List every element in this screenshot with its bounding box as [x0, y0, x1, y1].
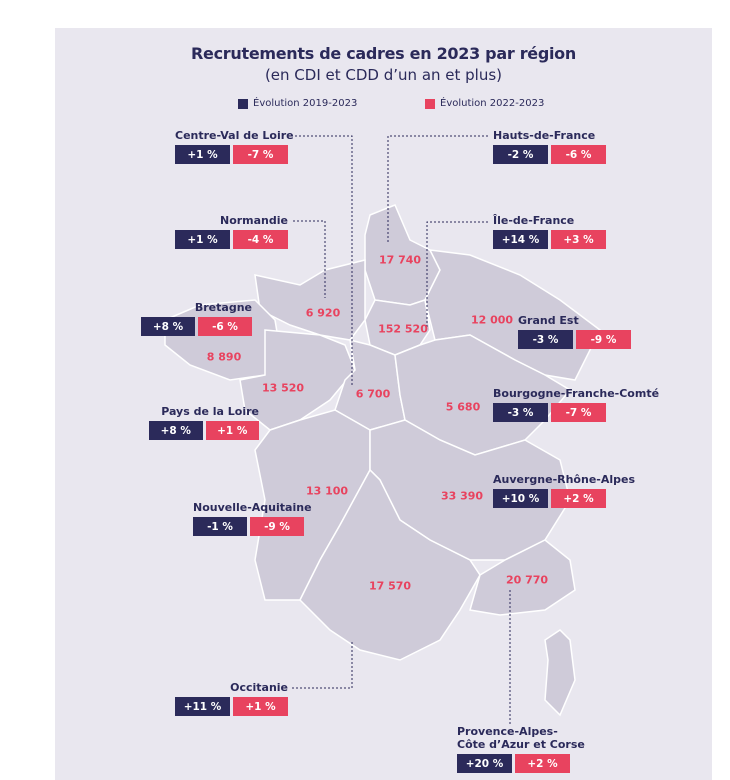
label-centre-val-de-loire: Centre-Val de Loire +1 % -7 % [175, 129, 294, 164]
badge-evolution-2022: -9 % [576, 330, 631, 349]
value-centre-val-de-loire: 6 700 [355, 387, 391, 401]
badge-evolution-2022: -6 % [551, 145, 606, 164]
region-name: Île-de-France [493, 214, 575, 227]
title: Recrutements de cadres en 2023 par régio… [191, 44, 576, 63]
badge-evolution-2022: -9 % [250, 517, 304, 536]
region-corse [544, 629, 576, 717]
value-paca: 20 770 [505, 573, 549, 587]
value-occitanie: 17 570 [368, 579, 412, 593]
badge-evolution-2022: +2 % [515, 754, 570, 773]
region-name: Normandie [219, 214, 288, 227]
value-bretagne: 8 890 [206, 350, 242, 364]
subtitle: (en CDI et CDD d’un an et plus) [264, 66, 503, 84]
label-normandie: Normandie +1 % -4 % [175, 214, 288, 249]
region-name: Hauts-de-France [493, 129, 596, 142]
value-nouvelle-aquitaine: 13 100 [305, 484, 349, 498]
label-paca: Provence-Alpes- Côte d’Azur et Corse +20… [457, 725, 585, 773]
label-auvergne-rhone-alpes: Auvergne-Rhône-Alpes +10 % +2 % [493, 473, 635, 508]
region-name: Provence-Alpes- [457, 725, 558, 738]
region-name: Nouvelle-Aquitaine [193, 501, 312, 514]
legend-label: Évolution 2019-2023 [253, 98, 358, 109]
badge-evolution-2019: +1 % [175, 145, 230, 164]
value-grand-est: 12 000 [470, 313, 514, 327]
badge-evolution-2022: +1 % [205, 421, 259, 440]
region-paca [469, 539, 576, 616]
legend-swatch-navy [238, 98, 248, 109]
badge-evolution-2019: +20 % [457, 754, 512, 773]
badge-evolution-2022: -6 % [198, 317, 252, 336]
badge-evolution-2022: +2 % [551, 489, 606, 508]
value-ile-de-france: 152 520 [378, 322, 428, 336]
badge-evolution-2022: -7 % [551, 403, 606, 422]
label-hauts-de-france: Hauts-de-France -2 % -6 % [493, 129, 606, 164]
label-pays-de-la-loire: Pays de la Loire +8 % +1 % [149, 405, 259, 440]
legend-item-2019: Évolution 2019-2023 [238, 98, 357, 109]
region-name: Centre-Val de Loire [175, 129, 294, 142]
region-name: Grand Est [518, 314, 579, 327]
badge-evolution-2019: +8 % [141, 317, 195, 336]
badge-evolution-2019: -1 % [193, 517, 247, 536]
region-name: Bretagne [194, 301, 252, 314]
badge-evolution-2019: -2 % [493, 145, 548, 164]
label-occitanie: Occitanie +11 % +1 % [175, 681, 288, 716]
region-name: Occitanie [230, 681, 288, 694]
badge-evolution-2019: +14 % [493, 230, 548, 249]
badge-evolution-2022: +1 % [233, 697, 288, 716]
region-name: Bourgogne-Franche-Comté [493, 387, 660, 400]
badge-evolution-2022: -7 % [233, 145, 288, 164]
value-normandie: 6 920 [305, 306, 341, 320]
badge-evolution-2022: -4 % [233, 230, 288, 249]
badge-evolution-2019: +11 % [175, 697, 230, 716]
label-nouvelle-aquitaine: Nouvelle-Aquitaine -1 % -9 % [193, 501, 312, 536]
region-name: Auvergne-Rhône-Alpes [493, 473, 636, 486]
region-occitanie [299, 468, 481, 661]
region-name: Pays de la Loire [161, 405, 259, 418]
value-pays-de-la-loire: 13 520 [261, 381, 305, 395]
value-bourgogne-franche-comte: 5 680 [445, 400, 481, 414]
region-name: Côte d’Azur et Corse [457, 738, 585, 751]
label-bourgogne-franche-comte: Bourgogne-Franche-Comté -3 % -7 % [493, 387, 659, 422]
badge-evolution-2019: +8 % [149, 421, 203, 440]
region-normandie [254, 259, 366, 341]
region-bourgogne-franche-comte [394, 334, 572, 456]
legend-swatch-pink [425, 98, 435, 109]
legend-item-2022: Évolution 2022-2023 [425, 98, 544, 109]
value-auvergne-rhone-alpes: 33 390 [440, 489, 484, 503]
badge-evolution-2019: -3 % [493, 403, 548, 422]
label-bretagne: Bretagne +8 % -6 % [141, 301, 252, 336]
badge-evolution-2019: +10 % [493, 489, 548, 508]
badge-evolution-2019: -3 % [518, 330, 573, 349]
value-hauts-de-france: 17 740 [378, 253, 422, 267]
label-grand-est: Grand Est -3 % -9 % [518, 314, 631, 349]
legend-label: Évolution 2022-2023 [440, 98, 545, 109]
badge-evolution-2022: +3 % [551, 230, 606, 249]
label-ile-de-france: Île-de-France +14 % +3 % [493, 214, 606, 249]
badge-evolution-2019: +1 % [175, 230, 230, 249]
